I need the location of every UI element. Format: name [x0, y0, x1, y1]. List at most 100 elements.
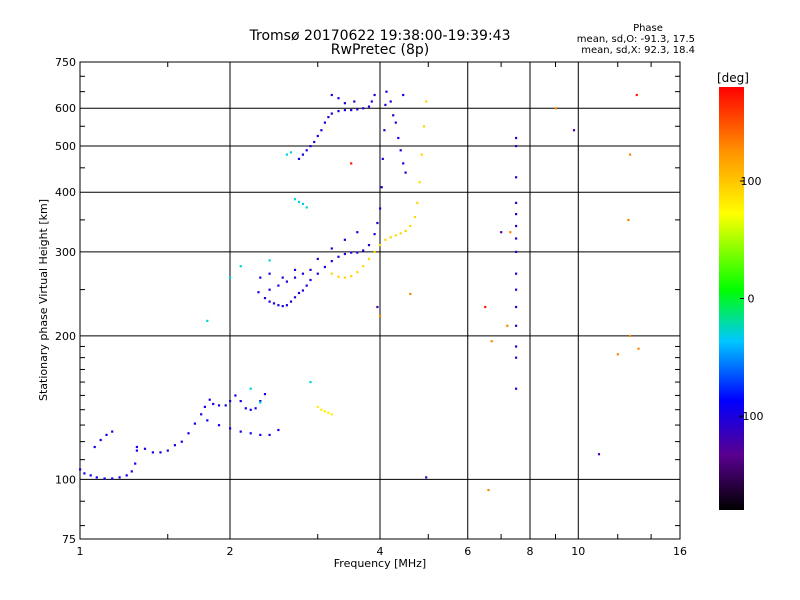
data-point — [627, 218, 630, 222]
data-point — [320, 408, 323, 411]
data-point — [130, 470, 133, 473]
data-point — [203, 405, 206, 408]
data-point — [249, 387, 252, 390]
data-point — [277, 304, 280, 307]
data-point — [350, 162, 353, 165]
data-point — [572, 129, 576, 132]
data-point — [384, 238, 387, 241]
data-point — [268, 300, 271, 303]
data-point — [309, 381, 312, 384]
data-point — [373, 233, 376, 236]
data-point — [515, 324, 518, 327]
data-point — [330, 112, 333, 115]
data-point — [515, 356, 518, 359]
data-point — [362, 107, 365, 110]
data-point — [404, 229, 407, 232]
phase-stats-o: mean, sd,O: -91.3, 17.5 — [577, 34, 695, 45]
data-point — [259, 400, 262, 403]
data-point — [327, 116, 330, 119]
data-point — [515, 224, 518, 228]
data-point — [389, 100, 392, 103]
data-point — [229, 400, 232, 403]
colorbar-ticks: 100 0 -100 — [739, 175, 764, 423]
data-point — [356, 271, 359, 274]
data-point — [500, 231, 503, 234]
data-point — [244, 407, 247, 410]
data-point — [289, 151, 293, 154]
data-point — [330, 260, 333, 263]
data-point — [330, 93, 333, 97]
data-point — [208, 398, 211, 401]
data-point — [416, 201, 419, 204]
data-point — [309, 145, 312, 148]
data-point — [420, 153, 423, 156]
data-point — [263, 297, 267, 300]
data-point — [399, 149, 402, 152]
data-point — [337, 275, 340, 278]
data-point — [281, 276, 284, 279]
data-point — [629, 153, 632, 156]
data-point — [301, 202, 304, 206]
data-point — [323, 265, 326, 269]
data-point — [281, 305, 284, 308]
data-point — [193, 422, 196, 425]
data-point — [293, 276, 297, 279]
plot-area: 1 2 4 6 8 10 16 75 100 200 300 400 500 600 750 — [55, 56, 687, 558]
data-point — [173, 444, 176, 447]
data-point — [249, 408, 252, 411]
data-point — [367, 257, 371, 260]
data-point — [118, 476, 121, 479]
data-point — [394, 234, 397, 237]
data-point — [125, 474, 128, 477]
data-point — [515, 201, 518, 204]
data-point — [268, 272, 271, 275]
data-point — [95, 476, 98, 479]
data-point — [249, 432, 252, 435]
data-point — [353, 100, 356, 103]
x-tick-label: 6 — [464, 545, 471, 558]
data-point — [484, 305, 487, 309]
data-point — [370, 100, 373, 103]
data-point — [373, 250, 376, 253]
data-point — [409, 292, 412, 295]
x-tick-label: 16 — [673, 545, 687, 558]
data-point — [515, 176, 518, 179]
data-point — [367, 105, 371, 108]
data-point — [418, 181, 421, 184]
data-point — [259, 276, 262, 279]
data-point — [309, 278, 312, 282]
data-point — [376, 305, 379, 309]
x-tick-label: 1 — [77, 545, 84, 558]
y-axis-label: Stationary phase Virtual Height [km] — [37, 199, 50, 401]
data-point — [159, 451, 162, 454]
data-point — [305, 149, 308, 152]
data-point — [239, 400, 242, 403]
data-point — [229, 276, 232, 279]
data-point — [135, 449, 138, 452]
data-point — [389, 236, 392, 239]
data-point — [323, 410, 326, 413]
data-point — [134, 462, 137, 465]
data-point — [83, 472, 86, 475]
x-axis-label: Frequency [MHz] — [334, 557, 426, 570]
data-point — [343, 109, 346, 112]
data-point — [350, 109, 353, 112]
data-point — [268, 259, 271, 262]
data-point — [337, 110, 340, 113]
data-point — [343, 102, 346, 105]
data-point — [356, 251, 359, 254]
data-point — [381, 157, 384, 160]
y-tick-label: 200 — [55, 330, 76, 343]
data-point — [515, 288, 518, 291]
data-point — [285, 153, 288, 156]
data-point — [402, 93, 405, 97]
data-point — [379, 244, 382, 247]
data-point — [323, 121, 326, 124]
data-point — [385, 90, 388, 93]
data-point — [616, 353, 619, 356]
data-point — [316, 257, 319, 260]
x-tick-labels: 1 2 4 6 8 10 16 — [77, 545, 688, 558]
data-point — [111, 477, 114, 480]
colorbar: [deg] 100 0 -100 — [717, 71, 763, 510]
data-point — [206, 419, 209, 422]
